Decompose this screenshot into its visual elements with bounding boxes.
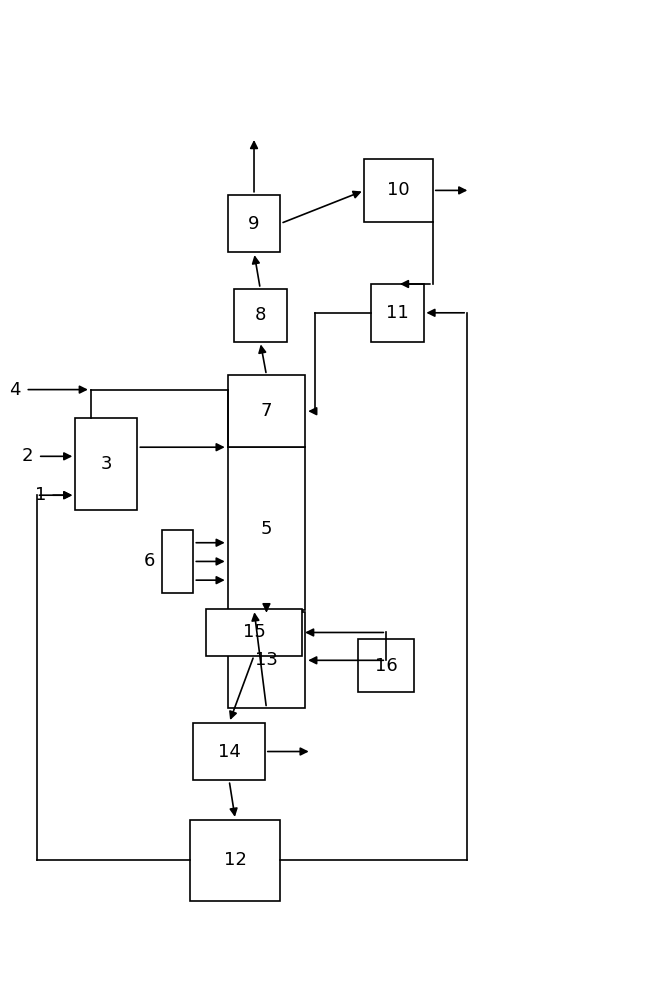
Text: 2: 2 (22, 447, 34, 465)
FancyBboxPatch shape (358, 639, 414, 692)
Text: 6: 6 (143, 552, 155, 570)
Text: 7: 7 (260, 402, 272, 420)
FancyBboxPatch shape (234, 289, 286, 342)
Text: 10: 10 (388, 181, 410, 199)
Text: 11: 11 (386, 304, 408, 322)
Text: 1: 1 (34, 486, 46, 504)
FancyBboxPatch shape (75, 418, 137, 510)
FancyBboxPatch shape (227, 612, 305, 708)
FancyBboxPatch shape (371, 284, 424, 342)
Text: 3: 3 (100, 455, 112, 473)
Text: 13: 13 (255, 651, 278, 669)
Text: 5: 5 (260, 520, 272, 538)
Text: 15: 15 (242, 623, 266, 641)
FancyBboxPatch shape (227, 375, 305, 447)
Text: 4: 4 (10, 381, 21, 399)
FancyBboxPatch shape (191, 820, 281, 901)
FancyBboxPatch shape (227, 195, 281, 252)
Text: 16: 16 (375, 657, 398, 675)
FancyBboxPatch shape (227, 447, 305, 610)
FancyBboxPatch shape (162, 530, 193, 593)
Text: 14: 14 (218, 743, 240, 761)
Text: 9: 9 (248, 215, 260, 233)
Text: 8: 8 (255, 306, 266, 324)
FancyBboxPatch shape (206, 609, 302, 656)
Text: 12: 12 (224, 851, 247, 869)
FancyBboxPatch shape (364, 159, 433, 222)
FancyBboxPatch shape (193, 723, 265, 780)
